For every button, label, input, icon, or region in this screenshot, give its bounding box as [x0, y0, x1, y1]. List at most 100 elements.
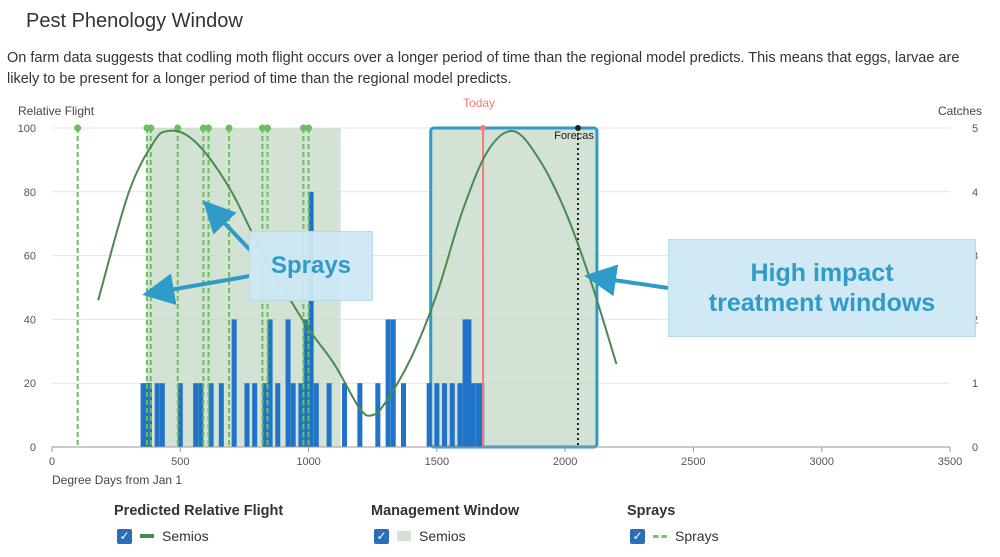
x-tick-label: 3500 [938, 456, 962, 468]
treatment-arrow [584, 264, 669, 297]
solid-line-swatch-icon [140, 534, 154, 538]
block-swatch-icon [397, 531, 411, 541]
x-tick-label: 0 [49, 456, 55, 468]
spray-point [305, 124, 313, 132]
y2-tick-label: 0 [972, 442, 978, 454]
catch-bar [434, 383, 440, 447]
y-axis-label: Relative Flight [18, 104, 95, 118]
catch-bar [159, 383, 165, 447]
sprays-arrow-left [142, 273, 251, 306]
catch-bar [218, 383, 224, 447]
x-tick-label: 2500 [681, 456, 705, 468]
x-tick-label: 1500 [425, 456, 449, 468]
y-tick-label: 40 [24, 314, 36, 326]
checkbox-checked-icon[interactable]: ✓ [374, 528, 389, 544]
catch-bar [442, 383, 448, 447]
y2-tick-label: 4 [972, 187, 978, 199]
y2-tick-label: 5 [972, 123, 978, 135]
catch-bar [313, 383, 319, 447]
legend-item-label: Semios [419, 528, 466, 544]
y2-tick-label: 1 [972, 378, 978, 390]
x-axis-label: Degree Days from Jan 1 [52, 473, 182, 487]
catch-bar [285, 319, 291, 447]
dashed-line-swatch-icon [653, 534, 667, 538]
legend-item[interactable]: ✓ Semios [371, 528, 519, 544]
catch-bar [267, 319, 273, 447]
spray-lines [74, 124, 313, 447]
checkbox-checked-icon[interactable]: ✓ [630, 528, 645, 544]
legend-predicted-flight: Predicted Relative Flight ✓ Semios [114, 503, 283, 544]
x-tick-label: 500 [171, 456, 189, 468]
legend-sprays: Sprays ✓ Sprays [627, 503, 719, 544]
x-tick-label: 3000 [809, 456, 833, 468]
x-tick-label: 2000 [553, 456, 577, 468]
y-tick-label: 60 [24, 251, 36, 263]
spray-point [225, 124, 233, 132]
catch-bar [426, 383, 432, 447]
spray-point [174, 124, 182, 132]
forecast-point [574, 125, 581, 131]
catch-bar [341, 383, 347, 447]
legend-item[interactable]: ✓ Sprays [627, 528, 719, 544]
catch-bar [298, 383, 304, 447]
legend-item[interactable]: ✓ Semios [114, 528, 283, 544]
catch-bars [140, 191, 485, 447]
catch-bar [193, 383, 199, 447]
spray-point [199, 124, 207, 132]
catch-bar [401, 383, 407, 447]
catch-bar [326, 383, 332, 447]
catch-bar [252, 383, 258, 447]
catch-bar [470, 383, 476, 447]
sprays-arrow-up [202, 200, 252, 252]
catch-bar [146, 383, 152, 447]
catch-bar [177, 383, 183, 447]
legend-management-window: Management Window ✓ Semios [371, 503, 519, 544]
catch-bar [457, 383, 463, 447]
spray-point [299, 124, 307, 132]
y-tick-label: 0 [30, 442, 36, 454]
callout-arrows [142, 200, 669, 306]
today-forecast-markers: Today Forecas [463, 96, 594, 447]
spray-point [205, 124, 213, 132]
catch-bar [290, 383, 296, 447]
y2-axis-label: Catches [938, 104, 982, 118]
y-tick-label: 20 [24, 378, 36, 390]
catch-bar [262, 383, 268, 447]
page-description: On farm data suggests that codling moth … [7, 50, 960, 87]
spray-point [147, 124, 155, 132]
spray-point [264, 124, 272, 132]
legend-title: Management Window [371, 503, 520, 519]
today-point [480, 125, 487, 131]
checkbox-checked-icon[interactable]: ✓ [117, 528, 132, 544]
catch-bar [385, 319, 391, 447]
catch-bar [466, 319, 472, 447]
legend-title: Predicted Relative Flight [114, 503, 284, 519]
catch-bar [303, 319, 309, 447]
catch-bar [143, 383, 149, 447]
today-label: Today [463, 96, 495, 110]
page-title: Pest Phenology Window [26, 10, 243, 32]
y-tick-label: 100 [18, 123, 36, 135]
catch-bar [140, 383, 146, 447]
treatment-callout: High impact treatment windows [668, 239, 976, 337]
catch-bar [375, 383, 381, 447]
sprays-callout: Sprays [249, 231, 373, 301]
legend-item-label: Semios [162, 528, 209, 544]
spray-point [258, 124, 266, 132]
catch-bar [308, 191, 314, 447]
catch-bar [390, 319, 396, 447]
catch-bar [449, 383, 455, 447]
catch-bar [198, 383, 204, 447]
catch-bar [462, 319, 468, 447]
catch-bar [357, 383, 363, 447]
catch-bar [154, 383, 160, 447]
x-tick-label: 1000 [296, 456, 320, 468]
catch-bar [231, 319, 237, 447]
catch-bar [475, 383, 481, 447]
catch-bar [244, 383, 250, 447]
sprays-callout-text: Sprays [270, 252, 352, 279]
y-tick-label: 80 [24, 187, 36, 199]
catch-bar [208, 383, 214, 447]
predicted-flight-line [97, 129, 618, 417]
catch-bar [275, 383, 281, 447]
